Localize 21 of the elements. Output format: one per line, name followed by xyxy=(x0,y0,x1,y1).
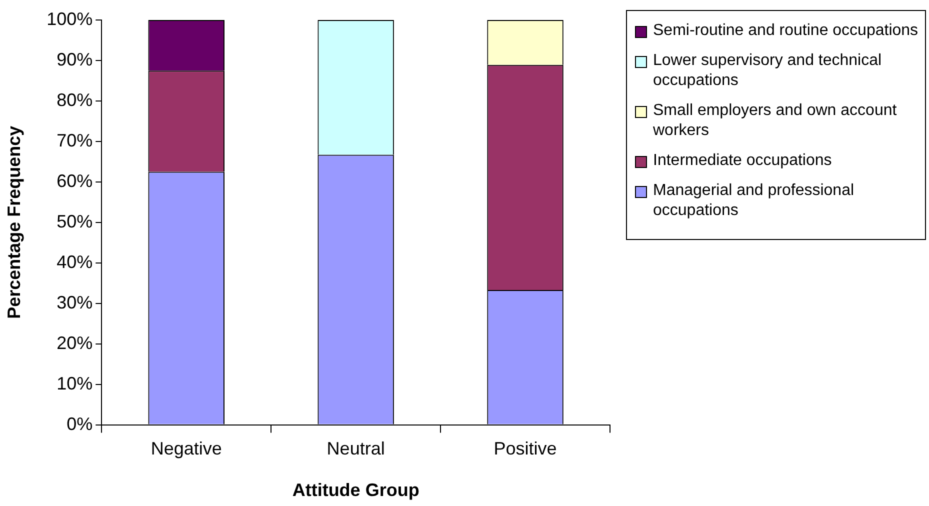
legend-label: Small employers and own account workers xyxy=(653,101,898,141)
y-axis-title: Percentage Frequency xyxy=(4,126,24,319)
x-tick-label: Positive xyxy=(494,438,557,459)
legend-label: Managerial and professional occupations xyxy=(653,181,856,221)
legend-label: Semi-routine and routine occupations xyxy=(653,21,918,41)
legend-label: Intermediate occupations xyxy=(653,151,832,171)
y-tick-label: 0% xyxy=(66,414,93,434)
y-tick-label: 100% xyxy=(46,8,93,29)
y-tick-label: 10% xyxy=(56,373,93,394)
y-tick-label: 80% xyxy=(56,90,93,110)
y-tick-label: 60% xyxy=(56,170,93,191)
y-tick-label: 70% xyxy=(56,130,93,150)
y-tick-label: 90% xyxy=(56,49,93,70)
x-tick-label: Negative xyxy=(150,438,222,459)
legend-label: Lower supervisory and technical occupations xyxy=(653,51,883,91)
x-axis-title: Attitude Group xyxy=(292,480,420,500)
y-tick-label: 30% xyxy=(56,292,93,312)
y-tick-label: 20% xyxy=(56,332,93,353)
y-tick-label: 40% xyxy=(56,252,93,272)
y-tick-label: 50% xyxy=(56,211,93,232)
x-tick-label: Neutral xyxy=(326,438,385,459)
